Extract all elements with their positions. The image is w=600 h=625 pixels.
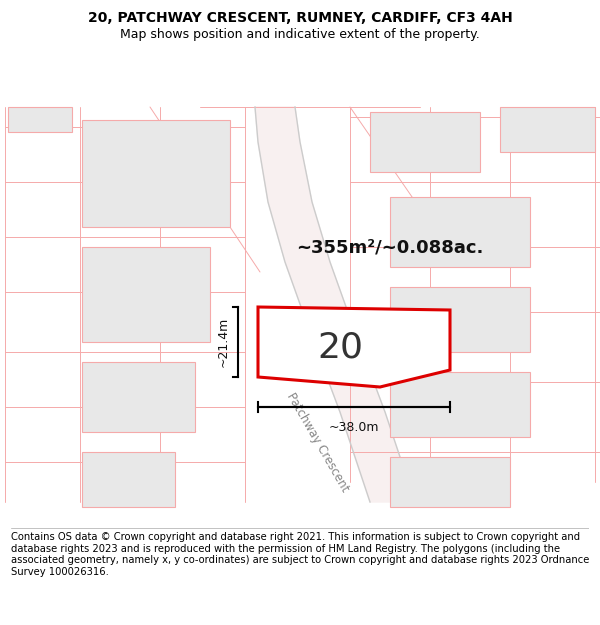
Text: ~21.4m: ~21.4m: [217, 317, 230, 367]
Text: Patchway Crescent: Patchway Crescent: [284, 390, 352, 494]
Polygon shape: [390, 372, 530, 437]
Text: ~355m²/~0.088ac.: ~355m²/~0.088ac.: [296, 238, 484, 256]
Polygon shape: [390, 197, 530, 267]
Text: 20: 20: [317, 330, 363, 364]
Polygon shape: [370, 112, 480, 172]
Text: ~38.0m: ~38.0m: [329, 421, 379, 434]
Text: Contains OS data © Crown copyright and database right 2021. This information is : Contains OS data © Crown copyright and d…: [11, 532, 589, 577]
Polygon shape: [390, 287, 530, 352]
Polygon shape: [500, 107, 595, 152]
Polygon shape: [82, 362, 195, 432]
Polygon shape: [82, 247, 210, 342]
Polygon shape: [8, 107, 72, 132]
Polygon shape: [82, 120, 230, 227]
Text: 20, PATCHWAY CRESCENT, RUMNEY, CARDIFF, CF3 4AH: 20, PATCHWAY CRESCENT, RUMNEY, CARDIFF, …: [88, 11, 512, 26]
Polygon shape: [255, 107, 415, 502]
Polygon shape: [390, 457, 510, 507]
Text: Map shows position and indicative extent of the property.: Map shows position and indicative extent…: [120, 28, 480, 41]
Polygon shape: [258, 307, 450, 387]
Polygon shape: [82, 452, 175, 507]
